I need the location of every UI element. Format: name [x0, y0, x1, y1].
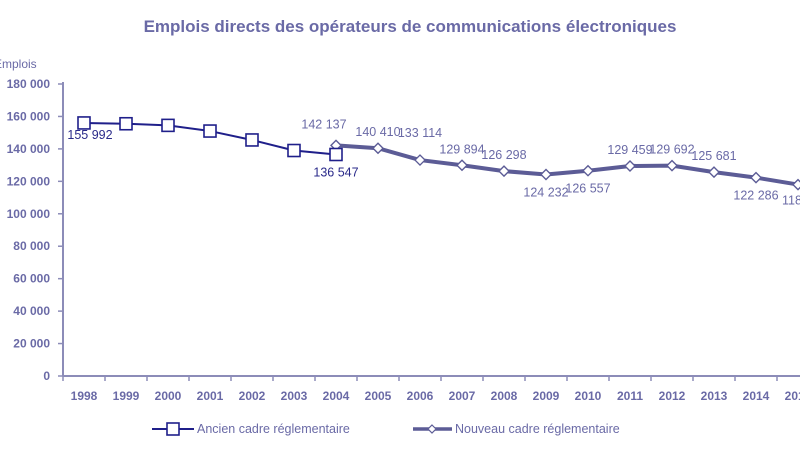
data-point-diamond [666, 159, 678, 172]
x-tick-label: 2009 [533, 389, 560, 403]
data-label: 118 [782, 194, 800, 208]
data-point-square [203, 124, 217, 138]
y-tick-label: 0 [43, 369, 50, 383]
x-tick-label: 2012 [659, 389, 686, 403]
data-point-diamond [624, 159, 636, 172]
x-tick-label: 2008 [491, 389, 518, 403]
data-point-diamond [750, 171, 762, 184]
data-label: 129 894 [439, 142, 484, 156]
data-point-diamond [582, 164, 594, 177]
x-tick-label: 2004 [323, 389, 350, 403]
axes: 0 20 000 40 000 60 000 80 000 100 000 120 000 1… [7, 77, 800, 403]
y-tick-label: 180 000 [7, 77, 51, 91]
x-tick-label: 2011 [617, 389, 643, 403]
data-point-diamond [456, 159, 468, 172]
x-tick-label: 1998 [71, 389, 98, 403]
data-point-diamond [540, 168, 552, 181]
x-tick-label: 1999 [113, 389, 140, 403]
legend-square-marker-icon [166, 422, 180, 436]
y-tick-label: 60 000 [13, 272, 50, 286]
series-layer [77, 116, 800, 191]
data-point-diamond [498, 165, 510, 178]
y-tick-label: 100 000 [7, 207, 51, 221]
data-label: 140 410 [355, 125, 400, 139]
data-label: 133 114 [398, 126, 442, 140]
legend-label: Ancien cadre réglementaire [197, 422, 350, 436]
x-tick-label: 2000 [155, 389, 182, 403]
x-tick-label: 2015 [785, 389, 800, 403]
x-tick-label: 2002 [239, 389, 266, 403]
legend-diamond-marker-icon [427, 424, 437, 434]
x-tick-label: 2014 [743, 389, 770, 403]
data-point-square [245, 133, 259, 147]
data-label: 126 298 [481, 148, 526, 162]
legend: Ancien cadre réglementaire Nouveau cadre … [152, 422, 620, 436]
chart-title: Emplois directs des opérateurs de commun… [144, 17, 677, 36]
x-tick-label: 2013 [701, 389, 728, 403]
x-tick-label: 2001 [197, 389, 224, 403]
legend-item-ancien-cadre: Ancien cadre réglementaire [152, 422, 350, 436]
data-label: 129 692 [649, 143, 694, 157]
y-tick-label: 40 000 [13, 304, 50, 318]
x-tick-label: 2010 [575, 389, 602, 403]
series-ancien-cadre [77, 116, 343, 162]
data-label: 124 232 [523, 185, 568, 199]
data-label: 125 681 [691, 149, 736, 163]
series-line [335, 143, 799, 187]
y-tick-label: 160 000 [7, 109, 51, 123]
legend-item-nouveau-cadre: Nouveau cadre réglementaire [413, 422, 620, 436]
data-point-square [287, 143, 301, 158]
data-label: 142 137 [301, 117, 346, 131]
data-point-diamond [372, 142, 384, 155]
y-tick-label: 120 000 [7, 174, 51, 188]
x-tick-label: 2003 [281, 389, 308, 403]
x-tick-label: 2006 [407, 389, 434, 403]
data-label: 126 557 [565, 182, 610, 196]
data-label: 122 286 [733, 189, 778, 203]
data-label: 155 992 [67, 128, 112, 142]
y-tick-label: 80 000 [13, 239, 50, 253]
data-point-diamond [708, 166, 720, 179]
data-point-diamond [414, 154, 426, 167]
legend-label: Nouveau cadre réglementaire [455, 422, 620, 436]
data-label: 129 459 [607, 143, 652, 157]
data-point-square [329, 147, 343, 162]
data-point-square [161, 118, 175, 133]
x-tick-label: 2005 [365, 389, 392, 403]
series-nouveau-cadre [330, 139, 800, 191]
data-point-square [77, 116, 91, 130]
data-point-diamond [792, 178, 800, 191]
x-tick-label: 2007 [449, 389, 476, 403]
y-tick-label: 20 000 [13, 337, 50, 351]
data-point-square [119, 116, 133, 131]
data-label: 136 547 [313, 165, 358, 179]
y-axis-label: Emplois [0, 57, 37, 71]
y-tick-label: 140 000 [7, 142, 51, 156]
